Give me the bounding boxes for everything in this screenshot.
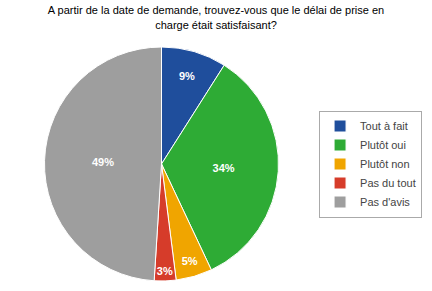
svg-text:Plutôt non: Plutôt non xyxy=(360,158,410,170)
svg-text:3%: 3% xyxy=(157,265,173,277)
svg-text:Tout à fait: Tout à fait xyxy=(360,120,408,132)
svg-text:A partir de la date de demande: A partir de la date de demande, trouvez-… xyxy=(48,4,384,30)
svg-text:49%: 49% xyxy=(92,156,114,168)
svg-text:5%: 5% xyxy=(182,255,198,267)
svg-text:Pas du tout: Pas du tout xyxy=(360,177,416,189)
svg-text:34%: 34% xyxy=(213,162,235,174)
svg-text:9%: 9% xyxy=(179,70,195,82)
svg-text:Pas d'avis: Pas d'avis xyxy=(360,196,410,208)
svg-text:Plutôt oui: Plutôt oui xyxy=(360,139,406,151)
